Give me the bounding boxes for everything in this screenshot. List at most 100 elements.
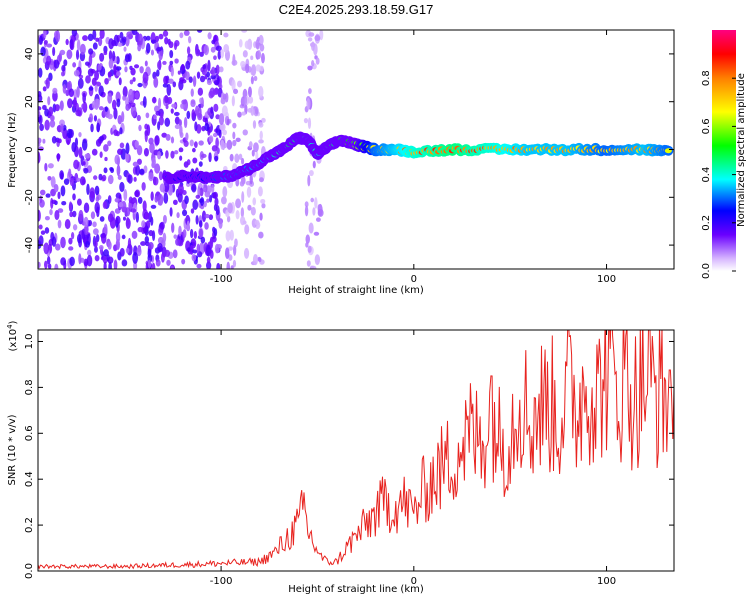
noise-speckle <box>130 208 136 212</box>
noise-speckle <box>184 140 189 147</box>
noise-speckle <box>126 248 130 254</box>
colorbar-tick-label: 0.6 <box>701 118 712 134</box>
noise-speckle <box>245 64 249 74</box>
noise-speckle <box>207 257 211 264</box>
noise-speckle <box>132 252 138 264</box>
noise-speckle <box>69 201 72 210</box>
noise-speckle <box>201 154 207 158</box>
noise-speckle <box>123 217 126 221</box>
noise-speckle <box>185 61 190 70</box>
noise-speckle <box>232 60 238 66</box>
noise-speckle <box>83 168 88 174</box>
noise-speckle <box>76 86 80 98</box>
noise-speckle <box>166 134 171 141</box>
noise-speckle <box>99 136 104 142</box>
noise-speckle <box>61 185 66 196</box>
noise-speckle <box>37 111 41 117</box>
noise-speckle <box>108 213 113 222</box>
noise-speckle <box>60 123 63 133</box>
noise-speckle <box>232 132 235 140</box>
noise-speckle <box>93 175 97 180</box>
noise-speckle <box>309 170 314 176</box>
spectrogram-y-tick-label: -20 <box>24 189 35 205</box>
noise-speckle <box>100 216 105 222</box>
noise-speckle <box>161 253 165 263</box>
noise-speckle <box>45 193 50 197</box>
noise-speckle <box>69 257 75 266</box>
noise-speckle <box>39 124 44 131</box>
noise-speckle <box>253 120 256 129</box>
noise-speckle <box>137 45 141 52</box>
noise-speckle <box>143 96 147 108</box>
noise-speckle <box>253 254 258 265</box>
noise-speckle <box>251 207 256 216</box>
noise-speckle <box>197 71 200 78</box>
colorbar-tick-label: 0.4 <box>701 167 712 183</box>
noise-speckle <box>196 215 199 225</box>
noise-speckle <box>84 203 89 214</box>
colorbar-label: Normalized spectral amplitude <box>736 73 747 227</box>
noise-speckle <box>58 138 62 143</box>
noise-speckle <box>144 148 149 157</box>
noise-speckle <box>258 86 263 98</box>
noise-speckle <box>173 200 178 205</box>
noise-speckle <box>41 230 45 235</box>
noise-speckle <box>158 200 162 205</box>
noise-speckle <box>152 97 157 103</box>
noise-speckle <box>181 64 185 71</box>
noise-speckle <box>249 141 253 148</box>
noise-speckle <box>204 214 209 218</box>
snr-y-tick-label: 0.2 <box>24 517 35 533</box>
colorbar-gradient <box>712 30 736 271</box>
noise-speckle <box>52 236 56 247</box>
noise-speckle <box>241 191 244 203</box>
noise-speckle <box>305 206 308 217</box>
noise-speckle <box>114 154 120 164</box>
noise-speckle <box>179 147 184 152</box>
noise-speckle <box>154 195 158 202</box>
noise-speckle <box>71 142 76 152</box>
noise-speckle <box>94 115 97 121</box>
noise-speckle <box>184 117 187 128</box>
noise-speckle <box>100 151 103 158</box>
noise-speckle <box>69 88 74 97</box>
noise-speckle <box>239 39 243 48</box>
noise-speckle <box>143 72 149 84</box>
snr-x-tick-label: -100 <box>210 576 233 587</box>
noise-speckle <box>46 43 52 47</box>
noise-speckle <box>197 244 200 254</box>
noise-speckle <box>96 196 100 201</box>
noise-speckle <box>46 55 51 65</box>
noise-speckle <box>196 195 201 199</box>
noise-speckle <box>92 101 96 109</box>
noise-speckle <box>44 120 49 131</box>
noise-speckle <box>61 71 65 76</box>
noise-speckle <box>148 260 151 269</box>
noise-speckle <box>148 242 153 250</box>
noise-speckle <box>227 140 233 150</box>
noise-speckle <box>95 240 98 247</box>
noise-speckle <box>199 220 203 228</box>
noise-speckle <box>190 140 194 147</box>
noise-speckle <box>95 84 98 91</box>
noise-speckle <box>54 184 59 192</box>
noise-speckle <box>116 231 120 243</box>
noise-speckle <box>109 59 114 69</box>
noise-speckle <box>153 77 158 88</box>
chart-canvas: -100 0 100 -40-2002040 Height of straight … <box>0 0 750 600</box>
noise-speckle <box>166 260 170 266</box>
noise-speckle <box>40 47 45 57</box>
noise-speckle <box>254 76 258 81</box>
noise-speckle <box>315 254 320 265</box>
noise-speckle <box>157 61 161 70</box>
noise-speckle <box>85 241 90 248</box>
noise-speckle <box>115 216 120 225</box>
noise-speckle <box>40 190 46 196</box>
noise-speckle <box>196 264 201 268</box>
noise-speckle <box>152 157 156 167</box>
noise-speckle <box>203 184 207 192</box>
noise-speckle <box>207 60 210 72</box>
noise-speckle <box>108 71 112 77</box>
noise-speckle <box>231 265 234 270</box>
noise-speckle <box>137 83 142 87</box>
